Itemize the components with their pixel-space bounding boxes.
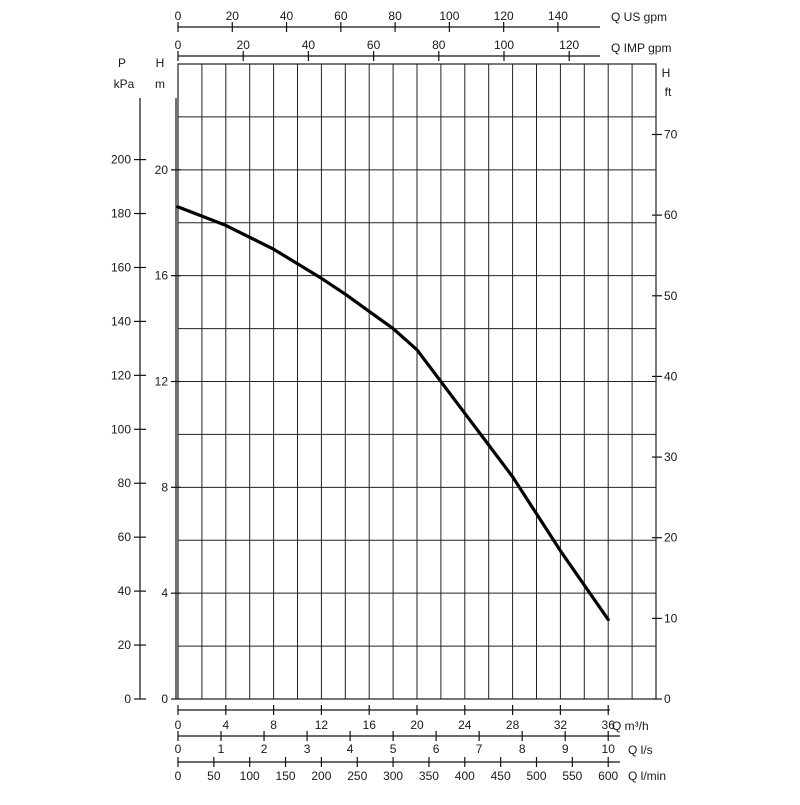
p-tick-label: 100 bbox=[111, 422, 131, 436]
h-ft-tick-label: 0 bbox=[664, 692, 671, 706]
m3h-tick-label: 28 bbox=[506, 718, 520, 732]
lmin-axis-label: Q l/min bbox=[628, 769, 666, 783]
m3h-tick-label: 0 bbox=[175, 718, 182, 732]
h-ft-axis-unit: ft bbox=[665, 85, 672, 99]
us-gpm-tick-label: 20 bbox=[226, 9, 240, 23]
p-tick-label: 80 bbox=[118, 476, 132, 490]
pump-curve-line bbox=[176, 205, 610, 622]
ls-axis-label: Q l/s bbox=[628, 743, 653, 757]
m3h-tick-label: 12 bbox=[315, 718, 329, 732]
us-gpm-tick-label: 0 bbox=[175, 9, 182, 23]
h-ft-tick-label: 20 bbox=[664, 531, 678, 545]
h-m-tick-label: 0 bbox=[161, 692, 168, 706]
h-m-tick-label: 16 bbox=[155, 269, 169, 283]
m3h-tick-label: 8 bbox=[270, 718, 277, 732]
imp-gpm-tick-label: 0 bbox=[175, 38, 182, 52]
imp-gpm-axis-label: Q IMP gpm bbox=[611, 41, 671, 55]
p-tick-label: 200 bbox=[111, 153, 131, 167]
ls-tick-label: 10 bbox=[602, 742, 616, 756]
m3h-tick-label: 36 bbox=[602, 718, 616, 732]
m3h-tick-label: 32 bbox=[554, 718, 568, 732]
h-m-tick-label: 4 bbox=[161, 586, 168, 600]
p-tick-label: 120 bbox=[111, 368, 131, 382]
ls-tick-label: 1 bbox=[218, 742, 225, 756]
h-ft-tick-label: 60 bbox=[664, 208, 678, 222]
lmin-tick-label: 300 bbox=[383, 769, 403, 783]
ls-tick-label: 3 bbox=[304, 742, 311, 756]
m3h-tick-label: 24 bbox=[458, 718, 472, 732]
lmin-tick-label: 200 bbox=[311, 769, 331, 783]
p-axis-unit: kPa bbox=[114, 77, 135, 91]
h-ft-axis-label: H bbox=[662, 66, 671, 80]
h-m-tick-label: 20 bbox=[155, 163, 169, 177]
imp-gpm-tick-label: 120 bbox=[559, 38, 579, 52]
imp-gpm-tick-label: 100 bbox=[494, 38, 514, 52]
p-tick-label: 160 bbox=[111, 260, 131, 274]
h-ft-tick-label: 30 bbox=[664, 450, 678, 464]
imp-gpm-tick-label: 80 bbox=[432, 38, 446, 52]
us-gpm-tick-label: 100 bbox=[439, 9, 459, 23]
ls-tick-label: 0 bbox=[175, 742, 182, 756]
p-tick-label: 0 bbox=[124, 692, 131, 706]
m3h-tick-label: 16 bbox=[363, 718, 377, 732]
us-gpm-axis-label: Q US gpm bbox=[611, 10, 667, 24]
h-m-tick-label: 8 bbox=[161, 480, 168, 494]
lmin-tick-label: 600 bbox=[598, 769, 618, 783]
h-ft-tick-label: 50 bbox=[664, 289, 678, 303]
lmin-tick-label: 0 bbox=[175, 769, 182, 783]
p-tick-label: 180 bbox=[111, 207, 131, 221]
lmin-tick-label: 250 bbox=[347, 769, 367, 783]
imp-gpm-tick-label: 60 bbox=[367, 38, 381, 52]
h-m-tick-label: 12 bbox=[155, 375, 169, 389]
ls-tick-label: 7 bbox=[476, 742, 483, 756]
lmin-tick-label: 400 bbox=[455, 769, 475, 783]
lmin-tick-label: 100 bbox=[240, 769, 260, 783]
h-m-axis-label: H bbox=[156, 56, 165, 70]
ls-tick-label: 5 bbox=[390, 742, 397, 756]
lmin-tick-label: 550 bbox=[562, 769, 582, 783]
ls-tick-label: 8 bbox=[519, 742, 526, 756]
h-ft-tick-label: 40 bbox=[664, 369, 678, 383]
us-gpm-tick-label: 60 bbox=[334, 9, 348, 23]
p-tick-label: 40 bbox=[118, 584, 132, 598]
lmin-tick-label: 450 bbox=[491, 769, 511, 783]
h-m-axis-unit: m bbox=[155, 77, 165, 91]
m3h-tick-label: 20 bbox=[410, 718, 424, 732]
us-gpm-tick-label: 40 bbox=[280, 9, 294, 23]
us-gpm-tick-label: 140 bbox=[548, 9, 568, 23]
ls-tick-label: 6 bbox=[433, 742, 440, 756]
m3h-axis-label: Q m³/h bbox=[612, 719, 649, 733]
lmin-tick-label: 500 bbox=[526, 769, 546, 783]
us-gpm-tick-label: 120 bbox=[494, 9, 514, 23]
lmin-tick-label: 50 bbox=[207, 769, 221, 783]
lmin-tick-label: 150 bbox=[276, 769, 296, 783]
p-tick-label: 60 bbox=[118, 530, 132, 544]
p-axis-label: P bbox=[118, 56, 126, 70]
ls-tick-label: 9 bbox=[562, 742, 569, 756]
ls-tick-label: 2 bbox=[261, 742, 268, 756]
imp-gpm-tick-label: 40 bbox=[302, 38, 316, 52]
h-ft-tick-label: 10 bbox=[664, 611, 678, 625]
m3h-tick-label: 4 bbox=[222, 718, 229, 732]
us-gpm-tick-label: 80 bbox=[388, 9, 402, 23]
p-tick-label: 20 bbox=[118, 638, 132, 652]
lmin-tick-label: 350 bbox=[419, 769, 439, 783]
p-tick-label: 140 bbox=[111, 314, 131, 328]
ls-tick-label: 4 bbox=[347, 742, 354, 756]
h-ft-tick-label: 70 bbox=[664, 127, 678, 141]
imp-gpm-tick-label: 20 bbox=[237, 38, 251, 52]
